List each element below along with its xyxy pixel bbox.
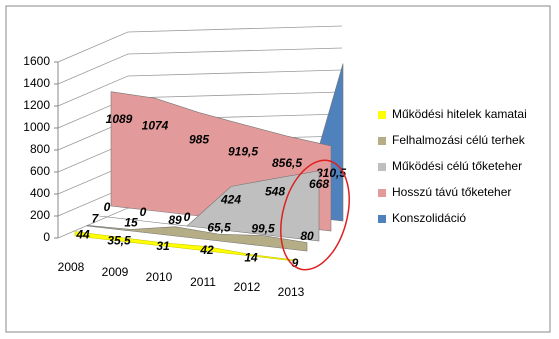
grid-line: [57, 47, 343, 85]
value-label: 985: [189, 133, 209, 147]
area: [98, 170, 320, 242]
value-label: 65,5: [207, 220, 231, 234]
value-label: 810,5: [316, 166, 346, 180]
value-label: 7: [92, 211, 100, 225]
y-tick-label: 400: [30, 186, 50, 200]
value-label: 42: [199, 243, 214, 257]
x-tick-label: 2008: [58, 260, 85, 274]
x-tick-label: 2012: [234, 280, 261, 294]
y-tick-label: 1200: [23, 98, 50, 112]
area: [86, 224, 308, 252]
legend-swatch: [378, 137, 386, 145]
value-label: 35,5: [107, 233, 131, 247]
value-label: 14: [244, 251, 258, 265]
y-tick-label: 0: [43, 230, 50, 244]
value-label: 1089: [106, 112, 133, 126]
value-label: 31: [156, 239, 170, 253]
value-label: 0: [184, 210, 191, 224]
value-label: 9: [292, 256, 299, 270]
legend-swatch: [378, 189, 386, 197]
value-label: 919,5: [228, 145, 258, 159]
highlight-ellipse: [280, 159, 350, 271]
value-label: 44: [75, 228, 90, 242]
y-tick-label: 1000: [23, 120, 50, 134]
grid-line: [57, 25, 343, 63]
x-tick-label: 2011: [190, 275, 216, 289]
y-tick-label: 800: [30, 142, 50, 156]
value-label: 0: [140, 205, 147, 219]
value-label: 80: [300, 229, 314, 243]
y-tick-label: 1400: [23, 76, 50, 90]
legend-label: Hosszú távú tőketeher: [392, 185, 511, 199]
x-tick-label: 2013: [278, 285, 305, 299]
value-label: 424: [220, 193, 241, 207]
legend-label: Konszolidáció: [392, 211, 466, 225]
area: [74, 231, 296, 262]
grid-line: [57, 69, 343, 107]
y-tick-label: 600: [30, 164, 50, 178]
legend-swatch: [378, 215, 386, 223]
legend-label: Működési célú tőketeher: [392, 159, 522, 173]
x-tick-label: 2009: [102, 265, 129, 279]
value-label: 15: [124, 216, 138, 230]
value-label: 548: [265, 185, 285, 199]
value-label: 856,5: [272, 156, 302, 170]
y-tick-label: 200: [30, 208, 50, 222]
y-tick-label: 1600: [23, 54, 50, 68]
legend-label: Felhalmozási célú terhek: [392, 133, 526, 147]
x-tick-label: 2010: [146, 270, 173, 284]
value-label: 89: [168, 213, 182, 227]
legend-swatch: [378, 163, 386, 171]
value-label: 99,5: [251, 222, 275, 236]
legend-swatch: [378, 111, 386, 119]
value-label: 1074: [142, 118, 169, 132]
value-label: 668: [309, 177, 329, 191]
value-label: 0: [104, 200, 111, 214]
legend-label: Működési hitelek kamatai: [392, 107, 527, 121]
